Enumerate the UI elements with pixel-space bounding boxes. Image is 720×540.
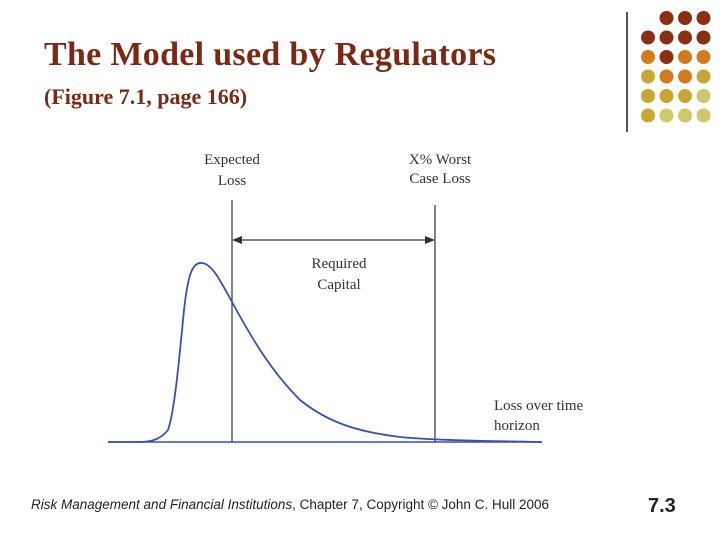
footer-chapter: , Chapter 7 [292,497,359,512]
loss-distribution-diagram: Expected Loss X% Worst Case Loss Require… [80,140,620,460]
decorative-dot [641,89,655,103]
decorative-dot [659,11,674,25]
decorative-dot [696,108,711,123]
required-capital-label-line1: Required [312,256,367,272]
decorative-dot [659,50,674,64]
axis-label-line1: Loss over time [494,398,583,414]
worst-case-label-line2: Case Loss [409,171,470,187]
decorative-divider [626,12,628,132]
decorative-dot [678,69,692,84]
slide-title: The Model used by Regulators [44,36,497,73]
decorative-dot-grid [641,11,711,123]
page-number: 7.3 [648,495,676,517]
decorative-dot [696,69,711,84]
footer-copyright: , Copyright © John C. Hull 2006 [358,497,549,512]
axis-label-line2: horizon [494,418,540,434]
decorative-dot [641,108,655,123]
arrow-head-left [232,236,242,244]
decorative-dot [678,89,692,103]
decorative-dot [659,89,674,103]
footer-citation: Risk Management and Financial Institutio… [31,497,549,512]
decorative-dot [696,89,711,103]
decorative-dot [696,50,711,64]
decorative-dot [659,30,674,45]
decorative-dot [678,50,692,64]
decorative-dot [641,69,655,84]
decorative-dot [641,50,655,64]
expected-loss-label-line2: Loss [218,173,247,189]
loss-distribution-curve [108,262,543,443]
expected-loss-label-line1: Expected [204,152,260,168]
decorative-dot [678,108,692,123]
required-capital-label-line2: Capital [317,277,360,293]
slide-subtitle: (Figure 7.1, page 166) [44,84,248,109]
decorative-dot [659,108,674,123]
decorative-dot [696,11,711,25]
worst-case-label-line1: X% Worst [409,152,472,168]
footer-book-title: Risk Management and Financial Institutio… [31,497,293,512]
decorative-dot [696,30,711,45]
decorative-dot [659,69,674,84]
decorative-dot [678,11,692,25]
decorative-dot [641,30,655,45]
arrow-head-right [425,236,435,244]
decorative-dot [678,30,692,45]
